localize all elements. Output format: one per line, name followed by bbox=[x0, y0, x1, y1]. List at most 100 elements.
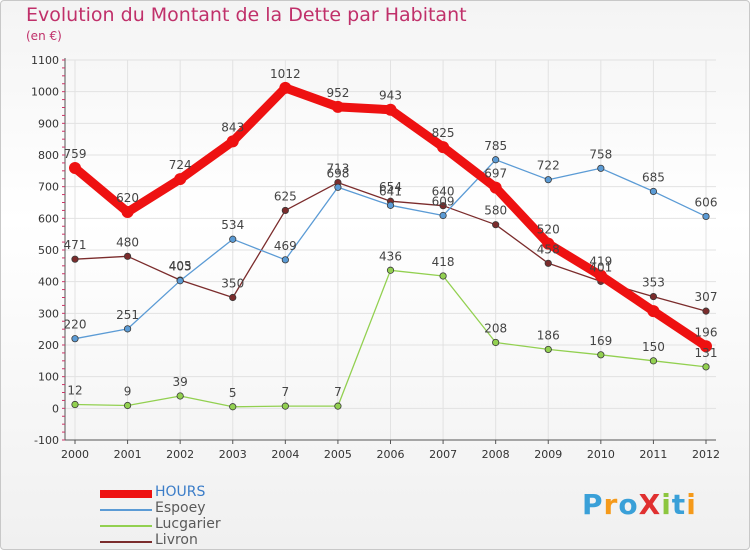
data-label-espoey: 758 bbox=[589, 147, 612, 161]
y-tick-label: 900 bbox=[38, 117, 59, 130]
y-tick-label: 1100 bbox=[31, 54, 59, 67]
y-tick-label: 1000 bbox=[31, 86, 59, 99]
data-point-espoey bbox=[176, 277, 184, 285]
data-label-livron: 713 bbox=[326, 162, 349, 176]
data-label-livron: 580 bbox=[484, 204, 507, 218]
data-label-lucgarier: 186 bbox=[537, 328, 560, 342]
data-label-lucgarier: 208 bbox=[484, 321, 507, 335]
data-point-espoey bbox=[229, 235, 237, 243]
data-label-livron: 458 bbox=[537, 242, 560, 256]
data-point-espoey bbox=[281, 256, 289, 264]
y-tick-label: 600 bbox=[38, 212, 59, 225]
data-point-hours bbox=[69, 161, 81, 174]
x-tick-label: 2002 bbox=[166, 448, 194, 461]
data-label-livron: 350 bbox=[221, 277, 244, 291]
data-point-livron bbox=[281, 206, 289, 215]
data-label-espoey: 534 bbox=[221, 218, 244, 232]
data-point-espoey bbox=[702, 212, 710, 221]
data-label-hours: 1012 bbox=[270, 67, 301, 81]
data-label-hours: 196 bbox=[695, 325, 718, 339]
data-label-hours: 697 bbox=[484, 167, 507, 181]
data-label-livron: 471 bbox=[64, 238, 87, 252]
data-point-lucgarier bbox=[439, 272, 447, 280]
data-point-livron bbox=[123, 252, 132, 260]
y-tick-label: 300 bbox=[38, 307, 59, 320]
data-point-hours bbox=[226, 135, 239, 148]
x-tick-label: 2011 bbox=[639, 448, 667, 461]
data-point-livron bbox=[544, 259, 552, 267]
data-point-livron bbox=[649, 292, 658, 301]
data-label-livron: 480 bbox=[116, 235, 139, 249]
data-point-espoey bbox=[544, 176, 552, 184]
data-label-espoey: 785 bbox=[484, 139, 507, 153]
data-label-lucgarier: 7 bbox=[334, 385, 342, 399]
data-label-lucgarier: 12 bbox=[67, 384, 82, 398]
data-label-hours: 620 bbox=[116, 191, 139, 205]
data-point-livron bbox=[439, 202, 447, 210]
data-point-espoey bbox=[492, 156, 500, 164]
y-tick-label: -100 bbox=[34, 434, 59, 447]
data-point-hours bbox=[542, 237, 555, 250]
data-point-lucgarier bbox=[123, 401, 132, 410]
legend-label-espoey: Espoey bbox=[155, 500, 206, 516]
data-point-hours bbox=[121, 206, 134, 218]
data-point-espoey bbox=[71, 335, 79, 343]
data-point-hours bbox=[489, 181, 502, 194]
data-point-livron bbox=[71, 255, 79, 263]
data-label-espoey: 251 bbox=[116, 308, 139, 322]
y-tick-label: 0 bbox=[52, 402, 59, 415]
legend-label-lucgarier: Lucgarier bbox=[155, 516, 221, 532]
data-label-hours: 419 bbox=[589, 255, 612, 269]
chart-unit: (en €) bbox=[26, 29, 62, 43]
data-point-hours bbox=[331, 100, 344, 113]
data-label-espoey: 722 bbox=[537, 159, 560, 173]
data-point-lucgarier bbox=[176, 392, 184, 400]
data-label-livron: 640 bbox=[432, 185, 455, 199]
data-point-lucgarier bbox=[544, 345, 552, 354]
x-tick-label: 2003 bbox=[219, 448, 247, 461]
y-tick-label: 700 bbox=[38, 181, 59, 194]
data-point-hours bbox=[174, 173, 187, 186]
data-label-hours: 952 bbox=[326, 86, 349, 100]
data-point-lucgarier bbox=[492, 338, 500, 347]
data-point-livron bbox=[702, 307, 710, 315]
x-tick-label: 2006 bbox=[377, 448, 405, 461]
x-tick-label: 2008 bbox=[482, 448, 510, 461]
legend-item-lucgarier: Lucgarier bbox=[100, 516, 300, 534]
data-label-livron: 353 bbox=[642, 276, 665, 290]
legend-swatch-livron bbox=[100, 541, 152, 543]
data-label-lucgarier: 39 bbox=[173, 375, 188, 389]
chart-title: Evolution du Montant de la Dette par Hab… bbox=[26, 4, 467, 26]
proxiti-logo: ProXiti bbox=[582, 488, 697, 521]
data-label-espoey: 609 bbox=[432, 194, 455, 208]
data-label-hours: 943 bbox=[379, 89, 402, 103]
data-point-lucgarier bbox=[386, 266, 395, 274]
data-label-hours: 843 bbox=[221, 120, 244, 134]
data-label-espoey: 685 bbox=[642, 170, 665, 184]
data-label-livron: 625 bbox=[274, 189, 297, 203]
y-tick-label: 500 bbox=[38, 244, 59, 257]
data-label-lucgarier: 169 bbox=[589, 334, 612, 348]
x-tick-label: 2009 bbox=[534, 448, 562, 461]
data-label-livron: 405 bbox=[169, 259, 192, 273]
data-label-lucgarier: 418 bbox=[432, 255, 455, 269]
data-label-espoey: 606 bbox=[695, 195, 718, 209]
data-label-espoey: 469 bbox=[274, 239, 297, 253]
legend-label-hours: HOURS bbox=[155, 484, 206, 500]
data-point-lucgarier bbox=[229, 403, 237, 411]
data-point-lucgarier bbox=[281, 402, 289, 410]
x-tick-label: 2001 bbox=[114, 448, 142, 461]
legend-swatch-espoey bbox=[100, 509, 152, 511]
data-label-espoey: 403 bbox=[169, 260, 192, 274]
data-point-espoey bbox=[439, 211, 447, 220]
data-point-hours bbox=[437, 141, 450, 154]
x-tick-label: 2012 bbox=[692, 448, 720, 461]
y-tick-label: 100 bbox=[38, 371, 59, 384]
data-label-lucgarier: 131 bbox=[695, 346, 718, 360]
legend-label-livron: Livron bbox=[155, 532, 198, 548]
data-point-espoey bbox=[597, 164, 605, 172]
data-label-hours: 520 bbox=[537, 223, 560, 237]
data-point-hours bbox=[594, 269, 607, 282]
data-label-espoey: 698 bbox=[326, 166, 349, 180]
